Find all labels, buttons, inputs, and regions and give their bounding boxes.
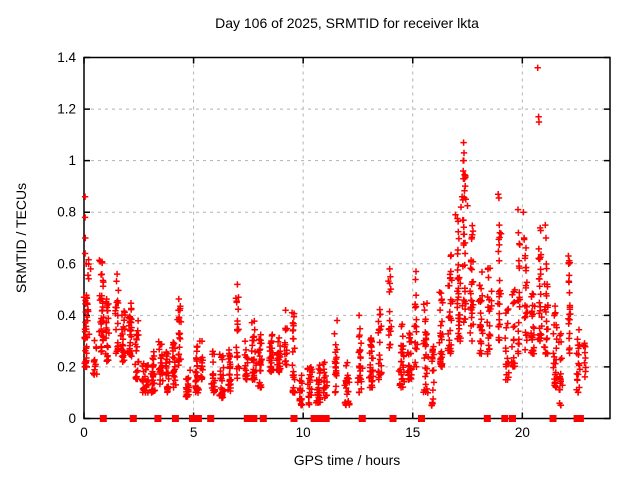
y-tick-label: 1.4 [57,50,76,65]
zero-point-marker [314,415,322,422]
zero-point-marker [259,415,267,422]
x-tick-label: 0 [80,425,88,440]
zero-point-marker [129,415,137,422]
zero-point-marker [389,415,397,422]
zero-point-marker [483,415,491,422]
zero-point-marker [171,415,179,422]
y-tick-label: 0.8 [57,205,76,220]
y-tick-label: 1.2 [57,102,76,117]
x-tick-label: 20 [515,425,530,440]
x-axis-label: GPS time / hours [293,452,401,468]
zero-point-marker [207,415,215,422]
y-tick-label: 0 [68,411,76,426]
chart-title: Day 106 of 2025, SRMTID for receiver lkt… [215,15,479,31]
x-tick-label: 10 [296,425,311,440]
zero-point-marker [501,415,509,422]
zero-point-marker [358,415,366,422]
zero-point-marker [243,415,251,422]
zero-point-marker [99,415,107,422]
x-tick-label: 5 [190,425,198,440]
scatter-points [80,64,589,409]
zero-value-points [99,415,584,422]
y-tick-label: 0.2 [57,359,76,374]
zero-point-marker [194,415,202,422]
zero-point-marker [154,415,162,422]
y-tick-label: 0.6 [57,256,76,271]
zero-point-marker [250,415,258,422]
zero-point-marker [509,415,516,422]
y-tick-label: 0.4 [57,308,76,323]
x-tick-label: 15 [405,425,420,440]
y-tick-label: 1 [68,153,76,168]
zero-point-marker [576,415,584,422]
zero-point-marker [290,415,298,422]
zero-point-marker [418,415,425,422]
zero-point-marker [310,415,318,422]
zero-point-marker [549,415,557,422]
zero-point-marker [322,415,330,422]
